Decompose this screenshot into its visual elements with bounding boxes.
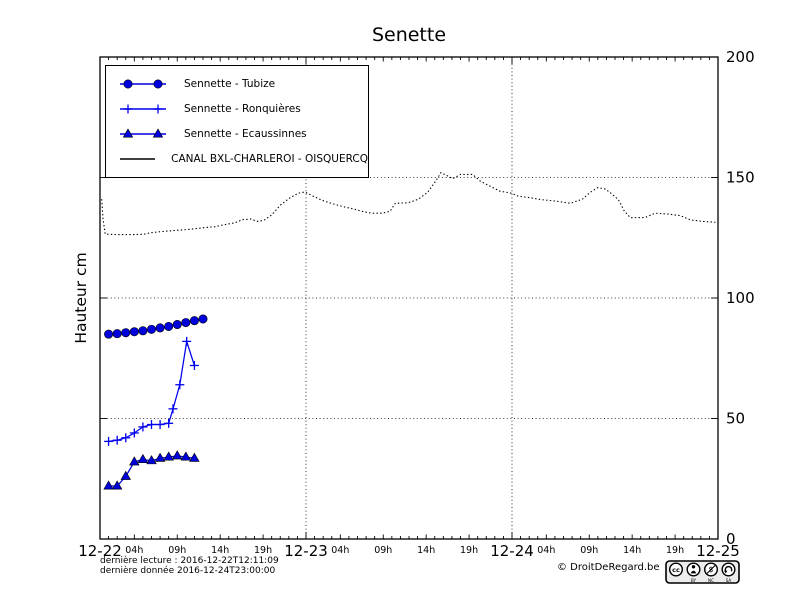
y-tick-label: 100 <box>726 289 755 307</box>
legend-item-1: Sennette - Ronquières <box>118 102 368 116</box>
legend-label: Sennette - Ronquières <box>184 103 301 115</box>
x-hour-label: 04h <box>331 545 349 556</box>
x-day-label: 12-25 <box>696 542 740 560</box>
svg-text:BY: BY <box>691 578 697 583</box>
legend-label: Sennette - Tubize <box>184 78 276 90</box>
x-hour-label: 14h <box>211 545 229 556</box>
legend-label: CANAL BXL-CHARLEROI - OISQUERCQ <box>171 153 368 165</box>
y-tick-label: 200 <box>726 48 755 66</box>
last-data-text: dernière donnée 2016-12-24T23:00:00 <box>100 565 276 576</box>
x-hour-label: 04h <box>537 545 555 556</box>
x-hour-label: 14h <box>623 545 641 556</box>
series-2 <box>103 450 200 490</box>
legend-sample-line <box>120 158 156 160</box>
cc-by-icon <box>686 562 701 577</box>
gridlines <box>100 57 718 539</box>
legend-item-3: CANAL BXL-CHARLEROI - OISQUERCQ <box>118 152 368 166</box>
series-1 <box>104 336 199 446</box>
x-day-label: 12-24 <box>490 542 534 560</box>
svg-text:NC: NC <box>708 578 714 583</box>
y-tick-label: 50 <box>726 410 745 428</box>
cc-badge-labels: BY NC SA <box>691 578 732 583</box>
x-hour-label: 19h <box>460 545 478 556</box>
cc-badge-frame <box>665 560 740 584</box>
legend-sample-plus <box>120 104 166 114</box>
x-hour-label: 14h <box>417 545 435 556</box>
last-reading-text: dernière lecture : 2016-12-22T12:11:09 <box>100 556 279 566</box>
svg-text:SA: SA <box>726 578 732 583</box>
x-hour-label: 19h <box>254 545 272 556</box>
legend-sample-triangle <box>120 128 166 138</box>
legend-label: Sennette - Ecaussinnes <box>184 128 307 140</box>
cc-sa-icon <box>721 562 736 577</box>
x-hour-label: 09h <box>374 545 392 556</box>
x-hour-label: 09h <box>580 545 598 556</box>
x-day-label: 12-23 <box>284 542 328 560</box>
x-hour-label: 09h <box>168 545 186 556</box>
y-tick-label: 150 <box>726 169 755 187</box>
legend-sample-circle <box>120 79 166 89</box>
cc-nc-icon: $ <box>704 562 719 577</box>
cc-icon: cc <box>668 562 684 577</box>
x-hour-label: 19h <box>666 545 684 556</box>
svg-text:cc: cc <box>672 566 680 574</box>
tick-labels: 12-22 12-23 12-24 12-25 04h 09h 14h 19h 04h 09h 14… <box>78 48 754 560</box>
x-day-label: 12-22 <box>78 542 122 560</box>
plot-border <box>99 56 719 540</box>
series-0 <box>104 314 208 339</box>
cc-license-badge[interactable]: cc $ BY NC SA <box>665 560 740 585</box>
copyright-text: © DroitDeRegard.be <box>557 562 660 573</box>
footer-timestamps: dernière lecture : 2016-12-22T12:11:09 d… <box>100 556 279 576</box>
x-hour-label: 04h <box>125 545 143 556</box>
legend-item-2: Sennette - Ecaussinnes <box>118 127 368 141</box>
chart-title: Senette <box>371 24 447 46</box>
legend-item-0: Sennette - Tubize <box>118 77 368 91</box>
y-tick-label: 0 <box>726 530 736 548</box>
legend: Sennette - Tubize Sennette - Ronquières Se… <box>105 65 369 178</box>
series-3 <box>101 171 716 236</box>
